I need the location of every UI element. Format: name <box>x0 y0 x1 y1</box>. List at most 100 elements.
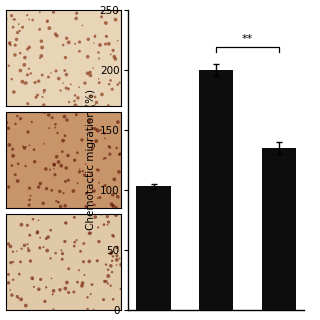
Point <box>15 294 20 299</box>
Point <box>94 139 99 144</box>
Point <box>106 267 111 272</box>
Point <box>114 192 119 197</box>
Point <box>68 82 73 87</box>
Point <box>95 258 100 263</box>
Point <box>67 100 72 105</box>
Point <box>66 266 71 271</box>
Point <box>88 222 93 227</box>
Point <box>115 249 120 254</box>
Point <box>90 177 95 182</box>
Point <box>13 121 18 126</box>
Point <box>30 18 35 23</box>
Point <box>109 250 114 255</box>
Point <box>22 243 27 248</box>
Point <box>18 68 23 73</box>
Point <box>115 120 120 125</box>
Point <box>64 36 69 41</box>
Point <box>51 288 56 293</box>
Point <box>107 82 112 87</box>
Point <box>97 80 102 85</box>
Point <box>115 38 120 43</box>
Point <box>85 71 90 76</box>
Point <box>74 16 79 21</box>
Point <box>28 193 33 198</box>
Point <box>54 154 59 159</box>
Point <box>37 235 43 240</box>
Point <box>11 277 16 282</box>
Point <box>92 35 98 40</box>
Point <box>113 212 118 218</box>
Point <box>53 122 58 127</box>
Point <box>88 117 93 122</box>
Point <box>72 240 77 245</box>
Point <box>63 220 68 226</box>
Point <box>102 183 108 188</box>
Point <box>11 153 16 158</box>
Point <box>83 162 88 167</box>
Point <box>55 131 60 136</box>
Point <box>77 49 82 54</box>
Point <box>12 52 18 58</box>
Point <box>48 228 53 233</box>
Point <box>81 259 86 264</box>
Point <box>11 17 16 22</box>
Point <box>25 72 30 77</box>
Point <box>29 119 34 124</box>
Point <box>64 72 69 77</box>
Point <box>36 184 41 189</box>
Point <box>52 162 57 167</box>
Point <box>92 126 97 131</box>
Point <box>30 276 35 281</box>
Point <box>96 225 101 230</box>
Point <box>87 259 92 264</box>
Point <box>92 202 97 207</box>
Point <box>25 12 30 18</box>
Point <box>31 284 36 289</box>
Point <box>94 127 99 132</box>
Point <box>113 17 118 22</box>
Point <box>27 186 32 191</box>
Point <box>59 163 64 168</box>
Point <box>27 233 32 238</box>
Point <box>8 42 13 47</box>
Point <box>13 43 18 48</box>
Point <box>38 181 43 186</box>
Point <box>50 292 55 297</box>
Point <box>87 231 92 236</box>
Point <box>105 281 110 286</box>
Point <box>96 76 101 82</box>
Point <box>97 195 102 200</box>
Point <box>28 259 33 264</box>
Point <box>8 260 13 265</box>
Point <box>71 289 76 294</box>
Point <box>37 55 43 60</box>
Point <box>54 198 59 204</box>
Point <box>93 214 98 220</box>
Point <box>66 40 71 45</box>
Point <box>85 295 90 300</box>
Point <box>106 103 111 108</box>
Point <box>117 152 122 157</box>
Point <box>18 51 23 56</box>
Point <box>98 128 103 133</box>
Point <box>105 222 110 228</box>
Point <box>15 113 20 118</box>
Point <box>115 8 120 13</box>
Point <box>56 159 61 164</box>
Point <box>61 43 66 48</box>
Point <box>118 286 123 292</box>
Point <box>114 205 119 210</box>
Point <box>27 17 32 22</box>
Point <box>66 86 71 92</box>
Point <box>62 68 67 73</box>
Point <box>87 70 92 75</box>
Point <box>19 222 24 227</box>
Point <box>56 200 61 205</box>
Point <box>82 81 87 86</box>
Point <box>53 251 58 256</box>
Point <box>59 248 64 253</box>
Point <box>112 54 117 59</box>
Point <box>40 94 45 100</box>
Point <box>25 46 30 52</box>
Point <box>82 272 87 277</box>
